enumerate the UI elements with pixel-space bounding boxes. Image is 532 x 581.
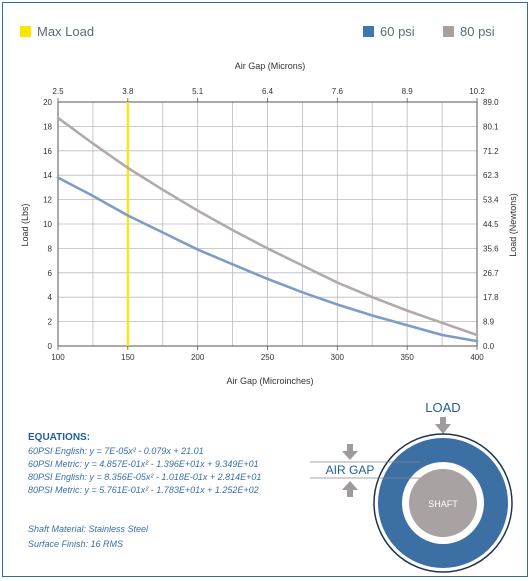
y2-tick-label: 71.2 — [483, 147, 499, 156]
y2-tick-label: 89.0 — [483, 98, 499, 107]
y-tick-label: 6 — [48, 269, 53, 278]
equation-line: 80PSI English: y = 8.356E-05x² - 1.018E-… — [28, 472, 262, 482]
x-tick-label: 250 — [261, 353, 275, 362]
psi80-swatch — [443, 26, 454, 37]
x2-tick-label: 2.5 — [52, 87, 64, 96]
equation-line: 80PSI Metric: y = 5.761E-01x² - 1.783E+0… — [28, 485, 259, 495]
equation-line: 60PSI English: y = 7E-05x² - 0.079x + 21… — [28, 446, 204, 456]
x-tick-label: 350 — [400, 353, 414, 362]
y-tick-label: 8 — [48, 244, 53, 253]
y-tick-label: 4 — [48, 293, 53, 302]
specs-block: Shaft Material: Stainless Steel Surface … — [28, 522, 148, 552]
y2-tick-label: 35.6 — [483, 244, 499, 253]
y-tick-label: 10 — [43, 220, 52, 229]
equations-block: EQUATIONS: 60PSI English: y = 7E-05x² - … — [28, 431, 261, 497]
x2-tick-label: 8.9 — [402, 87, 414, 96]
x2-tick-label: 7.6 — [332, 87, 344, 96]
y-tick-label: 18 — [43, 122, 52, 131]
x-tick-label: 300 — [331, 353, 345, 362]
series-lines — [56, 102, 479, 346]
y-tick-label: 0 — [48, 342, 53, 351]
y-tick-label: 16 — [43, 147, 52, 156]
plot-frame — [57, 101, 478, 347]
bottom-axis-title: Air Gap (Microinches) — [226, 376, 313, 386]
y2-tick-label: 26.7 — [483, 269, 499, 278]
series-line — [56, 116, 479, 337]
y-tick-label: 20 — [43, 98, 52, 107]
x2-tick-label: 5.1 — [192, 87, 204, 96]
load-chart: 0 0.0 2 8.9 4 17.8 6 26.7 8 35.6 10 44.5 12 53.4 14 62.… — [20, 61, 518, 386]
y-tick-label: 14 — [43, 171, 52, 180]
legend-max-load-label: Max Load — [37, 24, 95, 39]
tick-labels: 0 0.0 2 8.9 4 17.8 6 26.7 8 35.6 10 44.5 12 53.4 14 62.… — [43, 87, 499, 362]
psi60-swatch — [363, 26, 374, 37]
y-tick-label: 2 — [48, 318, 53, 327]
surface-finish: Surface Finish: 16 RMS — [28, 539, 124, 549]
series-line — [56, 176, 479, 343]
y2-tick-label: 53.4 — [483, 196, 499, 205]
equation-line: 60PSI Metric: y = 4.857E-01x² - 1.396E+0… — [28, 459, 259, 469]
x2-tick-label: 6.4 — [262, 87, 274, 96]
x-tick-label: 100 — [51, 353, 65, 362]
y2-tick-label: 80.1 — [483, 122, 499, 131]
y-tick-label: 12 — [43, 196, 52, 205]
legend-60psi: 60 psi — [363, 24, 415, 39]
right-axis-title: Load (Newtons) — [508, 193, 518, 257]
x-tick-label: 400 — [470, 353, 484, 362]
y2-tick-label: 17.8 — [483, 293, 499, 302]
x-tick-label: 200 — [191, 353, 205, 362]
x-tick-label: 150 — [121, 353, 135, 362]
y2-tick-label: 8.9 — [483, 318, 495, 327]
max-load-swatch — [20, 26, 31, 37]
left-axis-title: Load (Lbs) — [20, 203, 30, 246]
legend-80psi: 80 psi — [443, 24, 495, 39]
shaft-material: Shaft Material: Stainless Steel — [28, 524, 149, 534]
y2-tick-label: 0.0 — [483, 342, 495, 351]
equations-title: EQUATIONS: — [28, 432, 91, 443]
y2-tick-label: 62.3 — [483, 171, 499, 180]
legend-80psi-label: 80 psi — [460, 24, 495, 39]
legend-60psi-label: 60 psi — [380, 24, 415, 39]
y2-tick-label: 44.5 — [483, 220, 499, 229]
x2-tick-label: 10.2 — [469, 87, 485, 96]
x2-tick-label: 3.8 — [122, 87, 134, 96]
top-axis-title: Air Gap (Microns) — [235, 61, 306, 71]
legend-max-load: Max Load — [20, 24, 94, 39]
